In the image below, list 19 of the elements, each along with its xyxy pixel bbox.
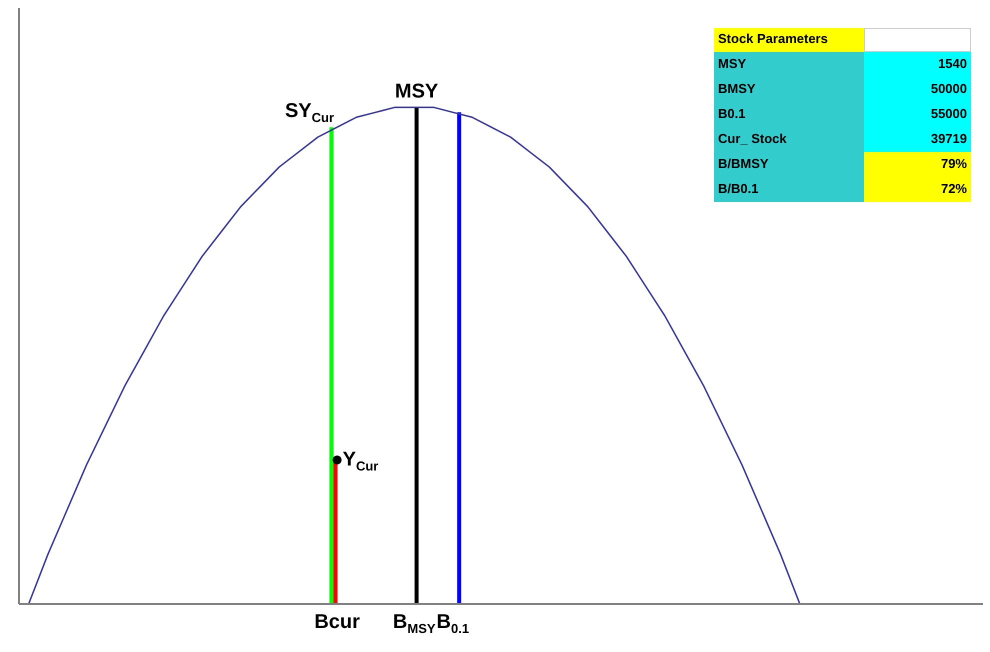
text: 1540 bbox=[938, 56, 967, 71]
annotation: 79% bbox=[864, 152, 971, 177]
annotation: B/B0.1 bbox=[714, 177, 864, 202]
text: 50000 bbox=[930, 81, 967, 96]
annotation: B/BMSY bbox=[714, 152, 864, 177]
text: MSY bbox=[718, 56, 746, 71]
annotation: B0.1 bbox=[714, 102, 864, 127]
x-tick-label: B$_{MSY}$ bbox=[392, 611, 436, 636]
series-label: Y$_{Cur}$ bbox=[342, 448, 378, 474]
series-label: MSY bbox=[394, 80, 439, 102]
annotation: Cur_ Stock bbox=[714, 127, 864, 152]
text: BMSY bbox=[718, 81, 756, 96]
x-tick-label: Bcur bbox=[314, 611, 360, 633]
series-label: SY$_{Cur}$ bbox=[284, 100, 334, 126]
x-tick-label: B$_{0.1}$ bbox=[436, 611, 470, 636]
annotation: 55000 bbox=[864, 102, 971, 127]
annotation: 39719 bbox=[864, 127, 971, 152]
text: Stock Parameters bbox=[718, 31, 828, 46]
annotation: 72% bbox=[864, 177, 971, 202]
